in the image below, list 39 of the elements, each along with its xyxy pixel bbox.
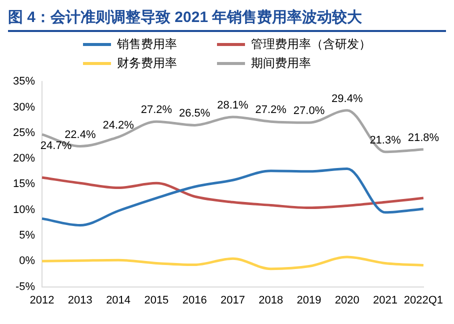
- data-label: 28.1%: [217, 100, 249, 112]
- y-tick-label: 30%: [12, 101, 36, 114]
- data-label: 22.4%: [64, 128, 96, 141]
- data-label: 27.0%: [293, 105, 325, 118]
- chart-title: 图 4：会计准则调整导致 2021 年销售费用率波动较大: [8, 8, 446, 32]
- x-tick-label: 2022Q1: [404, 294, 444, 306]
- legend-label: 期间费用率: [251, 55, 311, 72]
- x-tick-label: 2014: [106, 294, 131, 306]
- x-tick-label: 2020: [334, 294, 360, 306]
- x-tick-label: 2017: [220, 294, 245, 306]
- y-tick-label: 5%: [19, 230, 36, 242]
- line-series: [40, 256, 425, 270]
- y-tick-label: 35%: [12, 76, 36, 88]
- y-tick-label: 15%: [12, 178, 36, 190]
- data-label: 21.3%: [370, 134, 402, 146]
- y-tick-label: -5%: [15, 280, 36, 293]
- data-label: 24.2%: [102, 120, 134, 132]
- y-tick-label: 25%: [12, 126, 36, 139]
- data-label: 24.7%: [40, 140, 72, 152]
- x-tick-label: 2015: [144, 294, 169, 306]
- y-tick-label: 10%: [12, 204, 36, 216]
- x-tick-label: 2018: [258, 294, 284, 306]
- y-tick-label: 20%: [12, 152, 36, 165]
- data-label: 27.2%: [255, 104, 287, 116]
- line-series: [40, 176, 425, 210]
- x-tick-label: 2013: [68, 294, 92, 306]
- data-label: 26.5%: [178, 108, 210, 120]
- data-label: 29.4%: [332, 92, 363, 105]
- data-label: 27.2%: [140, 104, 172, 116]
- x-tick-label: 2019: [296, 294, 322, 306]
- legend-label: 财务费用率: [117, 55, 177, 72]
- x-tick-label: 2021: [373, 294, 398, 306]
- data-label: 21.8%: [408, 132, 440, 144]
- y-tick-label: 0%: [19, 255, 36, 268]
- line-series: [40, 168, 425, 226]
- legend-label: 销售费用率: [117, 36, 177, 53]
- legend-label: 管理费用率（含研发）: [251, 36, 371, 53]
- x-tick-label: 2012: [30, 294, 54, 306]
- x-tick-label: 2016: [182, 294, 207, 306]
